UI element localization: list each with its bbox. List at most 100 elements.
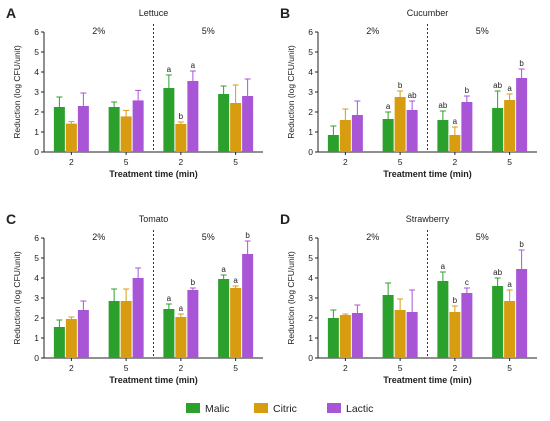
panel-d: D Strawberry 0 1 2 3 4 5 6 Reduction (log CFU/uni… <box>280 211 537 385</box>
bar-citric <box>339 120 351 152</box>
y-tick-label: 4 <box>34 273 39 283</box>
y-tick-label: 6 <box>34 27 39 37</box>
bar-citric <box>65 123 77 152</box>
concentration-label: 2% <box>92 232 105 242</box>
panel-title: Cucumber <box>407 8 449 18</box>
y-tick-label: 3 <box>34 87 39 97</box>
significance-letter: b <box>519 59 524 68</box>
y-tick-label: 2 <box>34 107 39 117</box>
significance-letter: b <box>519 240 524 249</box>
concentration-label: 5% <box>202 26 215 36</box>
y-tick-label: 2 <box>34 313 39 323</box>
significance-letter: a <box>167 65 172 74</box>
y-tick-label: 3 <box>308 87 313 97</box>
panel-b: B Cucumber 0 1 2 3 4 5 6 Reduction (log CFU/unit)… <box>280 5 537 179</box>
bar-lactic <box>77 106 89 152</box>
bar-citric <box>449 135 461 152</box>
significance-letter: a <box>386 102 391 111</box>
x-tick-label: 5 <box>233 363 238 373</box>
concentration-label: 5% <box>476 26 489 36</box>
panel-c: C Tomato 0 1 2 3 4 5 6 Reduction (log CFU/unit) 2%… <box>6 211 263 385</box>
x-tick-label: 2 <box>343 363 348 373</box>
concentration-label: 2% <box>366 232 379 242</box>
bar-malic <box>53 107 65 152</box>
bar-malic <box>218 279 230 358</box>
bar-lactic <box>132 100 144 152</box>
y-tick-label: 0 <box>34 353 39 363</box>
significance-letter: c <box>465 278 469 287</box>
significance-letter: ab <box>408 91 417 100</box>
bar-malic <box>327 318 339 358</box>
bar-malic <box>163 88 175 152</box>
x-tick-label: 2 <box>69 157 74 167</box>
bar-citric <box>339 315 351 358</box>
panel-letter: C <box>6 211 16 227</box>
y-tick-label: 1 <box>34 333 39 343</box>
bar-malic <box>108 107 120 152</box>
concentration-label: 2% <box>92 26 105 36</box>
bar-malic <box>327 135 339 152</box>
panel-title: Lettuce <box>139 8 169 18</box>
x-tick-label: 5 <box>507 363 512 373</box>
x-axis-label: Treatment time (min) <box>109 169 198 179</box>
y-tick-label: 4 <box>308 67 313 77</box>
significance-letter: a <box>507 280 512 289</box>
bar-citric <box>175 317 187 358</box>
bar-citric <box>449 312 461 358</box>
x-axis-label: Treatment time (min) <box>383 169 472 179</box>
bar-lactic <box>242 96 254 152</box>
bar-malic <box>382 119 394 152</box>
bar-lactic <box>187 81 199 152</box>
bar-malic <box>218 94 230 152</box>
y-tick-label: 2 <box>308 313 313 323</box>
y-tick-label: 4 <box>308 273 313 283</box>
panel-letter: B <box>280 5 290 21</box>
x-tick-label: 5 <box>124 157 129 167</box>
significance-letter: a <box>453 117 458 126</box>
legend-swatch-malic <box>186 403 200 413</box>
bar-citric <box>230 103 242 152</box>
x-tick-label: 2 <box>343 157 348 167</box>
x-axis-label: Treatment time (min) <box>383 375 472 385</box>
y-tick-label: 3 <box>34 293 39 303</box>
bar-lactic <box>461 102 473 152</box>
significance-letter: b <box>245 231 250 240</box>
bar-citric <box>175 124 187 152</box>
legend-label-lactic: Lactic <box>346 403 373 415</box>
bar-malic <box>437 281 449 358</box>
x-tick-label: 2 <box>453 157 458 167</box>
x-tick-label: 2 <box>453 363 458 373</box>
bar-lactic <box>77 310 89 358</box>
x-tick-label: 5 <box>124 363 129 373</box>
y-tick-label: 1 <box>308 333 313 343</box>
significance-letter: a <box>507 84 512 93</box>
concentration-label: 5% <box>476 232 489 242</box>
x-tick-label: 2 <box>179 157 184 167</box>
y-tick-label: 5 <box>34 253 39 263</box>
bar-malic <box>382 295 394 358</box>
y-axis-label: Reduction (log CFU/unit) <box>286 45 296 139</box>
significance-letter: a <box>191 61 196 70</box>
bar-citric <box>120 301 132 358</box>
significance-letter: ab <box>493 268 502 277</box>
x-tick-label: 5 <box>398 363 403 373</box>
panel-title: Tomato <box>139 214 169 224</box>
x-tick-label: 2 <box>179 363 184 373</box>
significance-letter: a <box>179 304 184 313</box>
bar-citric <box>230 288 242 358</box>
bar-malic <box>108 301 120 358</box>
bar-lactic <box>351 313 363 358</box>
x-tick-label: 2 <box>69 363 74 373</box>
y-axis-label: Reduction (log CFU/unit) <box>12 45 22 139</box>
legend-label-malic: Malic <box>205 403 230 415</box>
bar-lactic <box>187 290 199 358</box>
significance-letter: a <box>167 294 172 303</box>
bar-citric <box>394 97 406 152</box>
bar-lactic <box>351 115 363 152</box>
concentration-label: 2% <box>366 26 379 36</box>
x-tick-label: 5 <box>233 157 238 167</box>
significance-letter: b <box>453 296 458 305</box>
bar-lactic <box>406 312 418 358</box>
bar-malic <box>492 108 504 152</box>
